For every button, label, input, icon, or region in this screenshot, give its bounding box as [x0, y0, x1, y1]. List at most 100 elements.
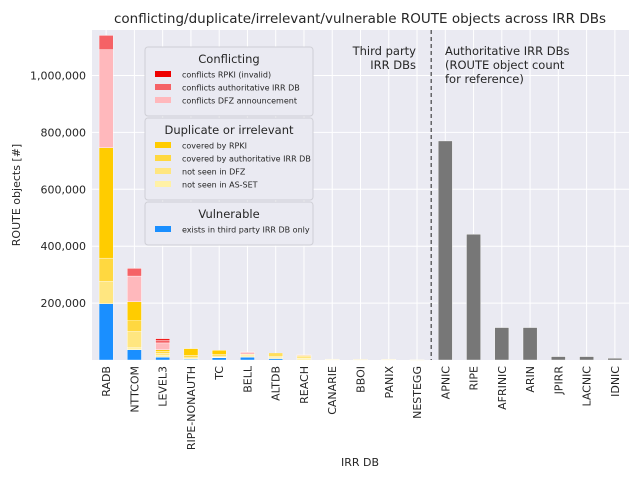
x-tick-label: JPIRR: [552, 366, 565, 396]
legend-item-label: conflicts DFZ announcement: [182, 97, 297, 106]
annotation-third-party-line1: Third party: [352, 44, 417, 58]
bar-segment-covered-by-rpki: [183, 348, 199, 356]
y-tick-label: 1,000,000: [30, 70, 86, 83]
x-axis-label: IRR DB: [341, 456, 379, 469]
legend-box: [144, 46, 314, 117]
bar-segment-route-object-count: [438, 140, 453, 361]
legend-swatch: [155, 97, 171, 103]
bar-segment-conflicts-dfz-announcement: [296, 354, 312, 356]
legend-item-label: conflicts authoritative IRR DB: [182, 84, 300, 93]
x-tick-label: APNIC: [439, 366, 452, 400]
x-tick-label: BELL: [241, 365, 254, 393]
annotation-authoritative-line3: for reference): [445, 72, 524, 86]
legend-swatch: [155, 142, 171, 148]
legend-group-title: Duplicate or irrelevant: [164, 123, 294, 137]
x-tick-label: REACH: [298, 366, 311, 404]
bar-segment-exists-in-third-party-irr-db-only: [268, 358, 283, 361]
bar-segment-not-seen-in-dfz: [324, 358, 340, 360]
legend-item-label: exists in third party IRR DB only: [182, 226, 310, 235]
bar-segment-conflicts-authoritative-irr-db: [155, 339, 170, 344]
x-tick-label: NTTCOM: [128, 366, 141, 413]
bar-segment-conflicts-dfz-announcement: [155, 342, 170, 350]
bar-segment-not-seen-in-dfz: [381, 359, 397, 361]
bar-segment-covered-by-authoritative-irr-db: [268, 354, 283, 357]
legend-box: [144, 201, 314, 246]
bar-segment-not-seen-in-dfz: [296, 356, 312, 359]
x-tick-label: LEVEL3: [157, 366, 170, 407]
bar-segment-conflicts-dfz-announcement: [240, 352, 255, 355]
legend-swatch: [155, 226, 171, 232]
y-tick-label: 400,000: [41, 240, 87, 253]
bar-segment-exists-in-third-party-irr-db-only: [98, 303, 114, 361]
bar-segment-conflicts-authoritative-irr-db: [240, 351, 255, 353]
bar-segment-exists-in-third-party-irr-db-only: [211, 357, 227, 361]
x-tick-label: RIPE-NONAUTH: [185, 366, 198, 450]
x-tick-label: LACNIC: [581, 366, 594, 407]
legend-item-label: covered by authoritative IRR DB: [182, 155, 311, 164]
bars: [98, 35, 623, 361]
legend-item-label: conflicts RPKI (invalid): [182, 71, 271, 80]
x-tick-label: ALTDB: [270, 366, 283, 401]
bar-segment-covered-by-rpki: [268, 352, 283, 356]
legend-group-title: Vulnerable: [198, 207, 259, 221]
bar-segment-covered-by-authoritative-irr-db: [211, 354, 227, 357]
x-tick-label: NESTEGG: [411, 366, 424, 419]
bar-segment-not-seen-in-dfz: [127, 331, 142, 348]
annotation-authoritative-line1: Authoritative IRR DBs: [445, 44, 569, 58]
bar-segment-exists-in-third-party-irr-db-only: [240, 356, 255, 361]
y-tick-label: 200,000: [41, 297, 87, 310]
bar-segment-conflicts-authoritative-irr-db: [127, 268, 142, 277]
bar-segment-route-object-count: [466, 234, 481, 361]
bar-segment-exists-in-third-party-irr-db-only: [155, 356, 170, 361]
bar-segment-exists-in-third-party-irr-db-only: [127, 349, 142, 361]
x-tick-label: CANARIE: [326, 366, 339, 415]
x-tick-label: TC: [213, 366, 226, 381]
chart-title: conflicting/duplicate/irrelevant/vulnera…: [114, 11, 606, 27]
y-axis: 200,000 400,000 600,000 800,000 1,000,000: [30, 70, 86, 311]
bar-segment-covered-by-authoritative-irr-db: [98, 257, 114, 282]
annotation-authoritative-line2: (ROUTE object count: [445, 58, 565, 72]
bar-segment-covered-by-authoritative-irr-db: [127, 320, 142, 332]
bar-segment-not-seen-in-dfz: [353, 359, 368, 361]
x-tick-label: RADB: [100, 366, 113, 397]
bar-segment-covered-by-rpki: [127, 301, 142, 321]
legend-item-label: covered by RPKI: [182, 142, 247, 151]
bar-segment-route-object-count: [607, 358, 623, 361]
bar-segment-conflicts-dfz-announcement: [98, 49, 114, 148]
x-axis: RADB NTTCOM LEVEL3 RIPE-NONAUTH TC BELL ALTDB R…: [100, 365, 622, 450]
y-tick-label: 800,000: [41, 126, 87, 139]
bar-segment-conflicts-rpki-invalid: [155, 338, 170, 341]
legend: Conflicting conflicts RPKI (invalid) confl…: [144, 46, 314, 246]
x-tick-label: PANIX: [383, 366, 396, 399]
legend-swatch: [155, 71, 171, 77]
bar-segment-route-object-count: [551, 356, 566, 361]
y-axis-label: ROUTE objects [#]: [10, 144, 23, 246]
bar-segment-covered-by-authoritative-irr-db: [155, 351, 170, 354]
x-tick-label: RIPE: [468, 366, 481, 391]
legend-group-title: Conflicting: [198, 52, 259, 66]
legend-swatch: [155, 168, 171, 174]
bar-segment-not-seen-in-dfz: [155, 353, 170, 356]
x-tick-label: BBOI: [355, 366, 368, 393]
bar-segment-route-object-count: [579, 356, 594, 361]
bar-segment-route-object-count: [522, 327, 538, 361]
legend-item-label: not seen in DFZ: [182, 168, 246, 177]
bar-segment-not-seen-in-as-set: [127, 347, 142, 350]
bar-segment-not-seen-in-as-set: [296, 358, 312, 361]
legend-swatch: [155, 155, 171, 161]
bar-segment-covered-by-authoritative-irr-db: [183, 355, 199, 358]
legend-swatch: [155, 84, 171, 90]
bar-segment-not-seen-in-dfz: [268, 356, 283, 358]
bar-segment-conflicts-authoritative-irr-db: [98, 35, 114, 50]
legend-box: [144, 117, 314, 201]
bar-segment-not-seen-in-as-set: [155, 355, 170, 358]
x-tick-label: ARIN: [524, 366, 537, 393]
y-tick-label: 600,000: [41, 183, 87, 196]
legend-swatch: [155, 181, 171, 187]
legend-item-label: not seen in AS-SET: [182, 181, 258, 190]
bar-segment-route-object-count: [494, 327, 510, 361]
bar-segment-conflicts-dfz-announcement: [127, 275, 142, 302]
bar-segment-covered-by-rpki: [155, 349, 170, 352]
